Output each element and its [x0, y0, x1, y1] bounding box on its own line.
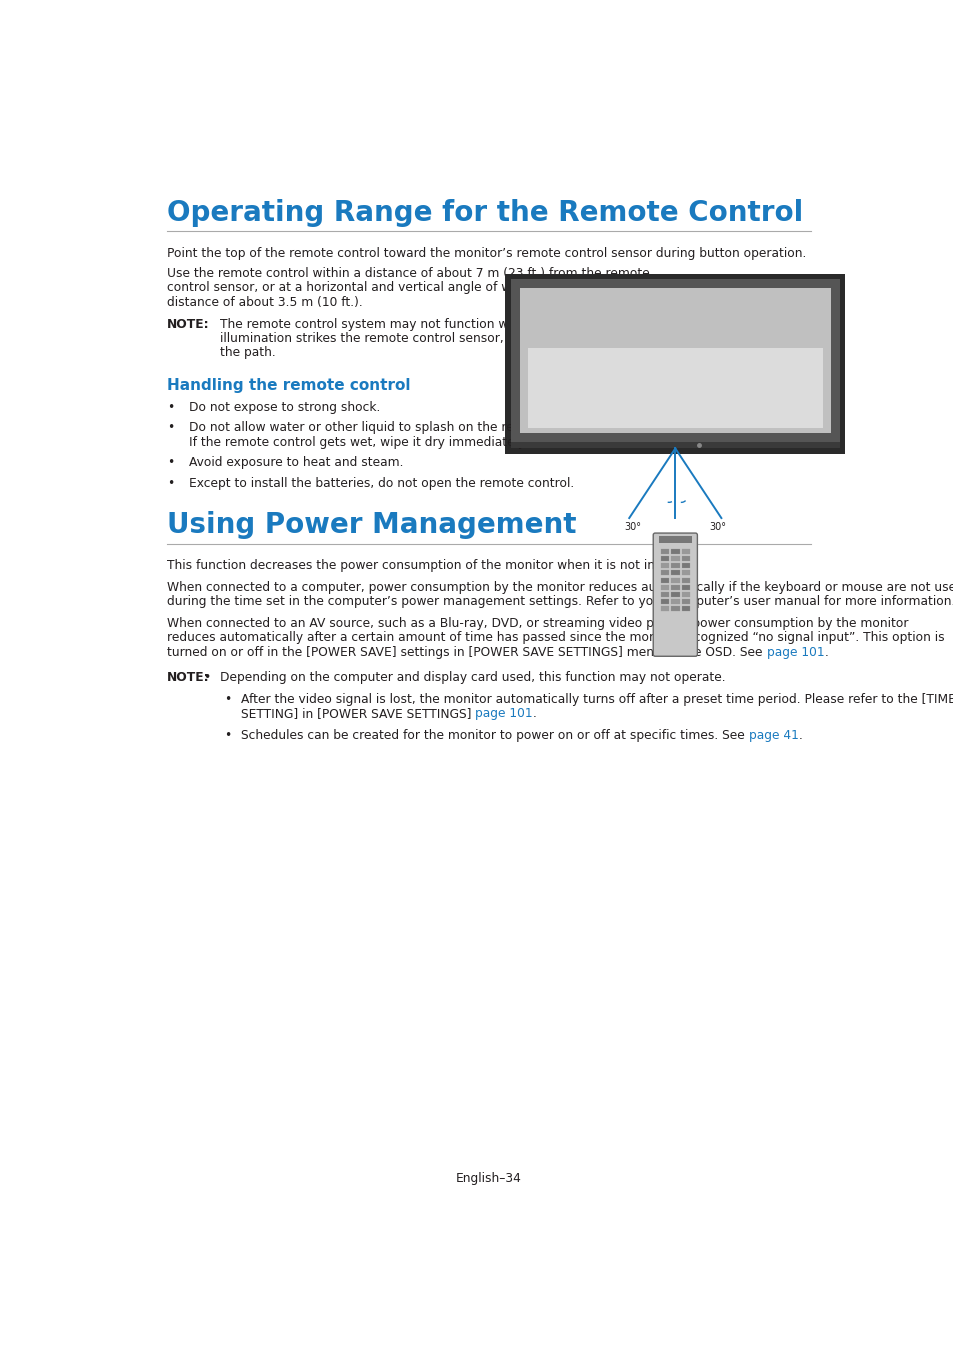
Text: Using Power Management: Using Power Management	[167, 512, 577, 539]
Bar	[670, 606, 679, 612]
Text: When connected to a computer, power consumption by the monitor reduces automatic: When connected to a computer, power cons…	[167, 580, 953, 594]
Text: during the time set in the computer’s power management settings. Refer to your c: during the time set in the computer’s po…	[167, 595, 953, 608]
Bar	[680, 599, 689, 603]
Text: •: •	[167, 401, 174, 414]
Text: page 101: page 101	[766, 645, 823, 659]
Bar	[680, 556, 689, 562]
Bar	[659, 599, 668, 603]
Bar	[659, 563, 668, 568]
Text: distance of about 3.5 m (10 ft.).: distance of about 3.5 m (10 ft.).	[167, 296, 363, 309]
Bar	[680, 591, 689, 597]
Bar	[527, 348, 822, 428]
Bar	[510, 443, 840, 448]
Text: page 41: page 41	[748, 729, 798, 741]
Bar	[505, 274, 844, 454]
Text: the path.: the path.	[220, 346, 275, 359]
Text: control sensor, or at a horizontal and vertical angle of within 30° and within a: control sensor, or at a horizontal and v…	[167, 281, 642, 294]
Text: SETTING] in [POWER SAVE SETTINGS]: SETTING] in [POWER SAVE SETTINGS]	[241, 707, 475, 720]
Text: Point the top of the remote control toward the monitor’s remote control sensor d: Point the top of the remote control towa…	[167, 247, 806, 259]
Bar	[680, 578, 689, 582]
Text: After the video signal is lost, the monitor automatically turns off after a pres: After the video signal is lost, the moni…	[241, 693, 953, 706]
Bar	[519, 289, 830, 433]
Text: •: •	[203, 671, 210, 683]
Bar	[680, 606, 689, 612]
Bar	[510, 279, 840, 448]
Text: •: •	[167, 477, 174, 490]
Bar	[659, 591, 668, 597]
Text: Use the remote control within a distance of about 7 m (23 ft.) from the remote: Use the remote control within a distance…	[167, 267, 649, 279]
Text: The remote control system may not function when direct sunlight or strong: The remote control system may not functi…	[220, 317, 682, 331]
Text: NOTE:: NOTE:	[167, 317, 210, 331]
Text: Operating Range for the Remote Control: Operating Range for the Remote Control	[167, 198, 802, 227]
Bar	[670, 570, 679, 575]
Text: •: •	[167, 421, 174, 435]
Text: .: .	[533, 707, 537, 720]
FancyBboxPatch shape	[653, 533, 697, 656]
Text: Except to install the batteries, do not open the remote control.: Except to install the batteries, do not …	[189, 477, 574, 490]
Bar	[670, 578, 679, 582]
Bar	[659, 570, 668, 575]
Text: page 101: page 101	[475, 707, 533, 720]
Bar	[680, 585, 689, 590]
Bar	[659, 578, 668, 582]
Text: •: •	[167, 456, 174, 470]
Text: Handling the remote control: Handling the remote control	[167, 378, 411, 393]
Bar	[680, 563, 689, 568]
Text: 30°: 30°	[624, 522, 641, 532]
Bar	[670, 563, 679, 568]
Bar	[659, 606, 668, 612]
Bar	[659, 549, 668, 553]
Text: 30°: 30°	[708, 522, 725, 532]
Bar	[680, 549, 689, 553]
Text: When connected to an AV source, such as a Blu-ray, DVD, or streaming video playe: When connected to an AV source, such as …	[167, 617, 908, 630]
Text: reduces automatically after a certain amount of time has passed since the monito: reduces automatically after a certain am…	[167, 632, 943, 644]
Text: .: .	[798, 729, 801, 741]
Bar	[670, 585, 679, 590]
Bar	[670, 591, 679, 597]
Text: Avoid exposure to heat and steam.: Avoid exposure to heat and steam.	[189, 456, 403, 470]
Bar	[680, 570, 689, 575]
Text: •: •	[224, 729, 231, 741]
Text: Schedules can be created for the monitor to power on or off at specific times. S: Schedules can be created for the monitor…	[241, 729, 748, 741]
Bar	[670, 556, 679, 562]
Bar	[659, 585, 668, 590]
Text: Depending on the computer and display card used, this function may not operate.: Depending on the computer and display ca…	[220, 671, 725, 683]
Text: Do not allow water or other liquid to splash on the remote control.: Do not allow water or other liquid to sp…	[189, 421, 596, 435]
Text: English–34: English–34	[456, 1172, 521, 1184]
Bar	[659, 556, 668, 562]
Text: Do not expose to strong shock.: Do not expose to strong shock.	[189, 401, 380, 414]
Text: •: •	[224, 693, 231, 706]
Bar	[670, 599, 679, 603]
Bar	[659, 536, 691, 543]
Text: If the remote control gets wet, wipe it dry immediately.: If the remote control gets wet, wipe it …	[189, 436, 527, 448]
Text: .: .	[823, 645, 827, 659]
Text: turned on or off in the [POWER SAVE] settings in [POWER SAVE SETTINGS] menu of t: turned on or off in the [POWER SAVE] set…	[167, 645, 766, 659]
Text: NOTE:: NOTE:	[167, 671, 210, 683]
Text: illumination strikes the remote control sensor, or when there is an object in: illumination strikes the remote control …	[220, 332, 682, 344]
Bar	[670, 549, 679, 553]
Text: This function decreases the power consumption of the monitor when it is not in u: This function decreases the power consum…	[167, 559, 684, 572]
